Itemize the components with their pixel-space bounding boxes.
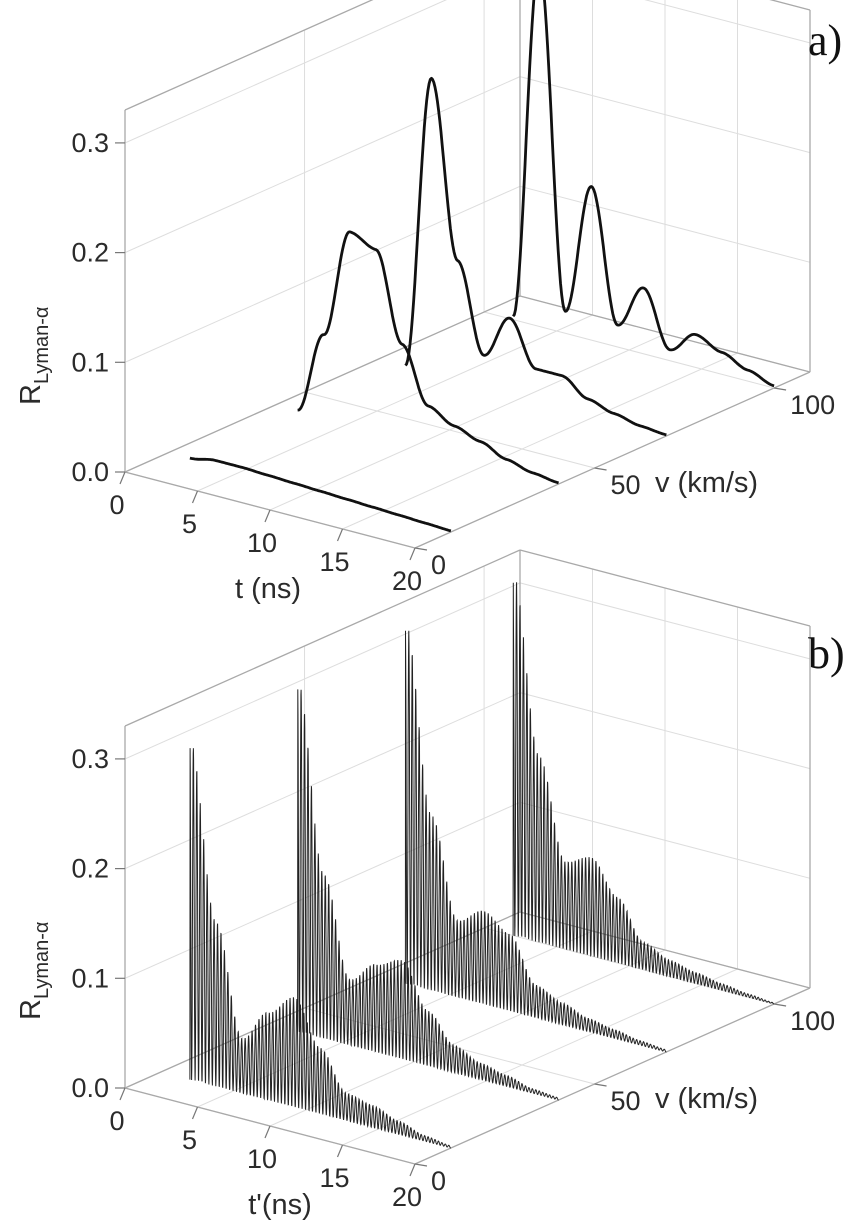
z-tick-label: 0.0 (71, 1073, 109, 1103)
y-tick-mark (594, 467, 607, 471)
floor-gridline-t (342, 968, 738, 1146)
series-oscillating-line (512, 582, 775, 1005)
back-wall-gridline-r (519, 185, 811, 263)
floor-gridline-t (197, 314, 593, 492)
y-tick-label: 50 (611, 470, 641, 500)
z-tick-label: 0.1 (71, 347, 109, 377)
x-tick-label: 10 (247, 528, 277, 558)
x-tick-mark (191, 490, 199, 504)
series-oscillating-line (297, 689, 559, 1101)
z-axis-label-main: R (15, 999, 47, 1020)
z-tick-label: 0.2 (71, 238, 109, 268)
series-line (512, 0, 775, 388)
side-wall-gridline-r (124, 692, 521, 870)
y-tick-label: 0 (431, 1166, 446, 1196)
side-wall-gridline-r (124, 76, 521, 254)
y-tick-mark (414, 1163, 428, 1167)
z-tick-label: 0.0 (71, 457, 109, 487)
x-tick-mark (409, 547, 416, 561)
z-tick-label: 0.2 (71, 854, 109, 884)
x-tick-label: 5 (182, 509, 197, 539)
x-tick-label: 20 (392, 1182, 422, 1212)
back-wall-gridline-r (519, 76, 811, 154)
series-oscillating-line (189, 748, 452, 1149)
floor-gridline-v (483, 927, 775, 1005)
y-tick-label: 100 (790, 1006, 835, 1036)
floor-gridline-t (342, 352, 738, 530)
z-axis-label-main: R (15, 384, 47, 405)
z-axis-label-subscript: Lyman-α (31, 307, 53, 385)
x-tick-label: 20 (392, 566, 422, 596)
series-oscillating-line (404, 630, 667, 1053)
back-wall-gridline-r (519, 801, 811, 879)
floor-gridline-v (304, 391, 595, 469)
x-tick-label: 0 (109, 490, 124, 520)
y-tick-label: 50 (611, 1086, 641, 1116)
x-tick-label: 15 (319, 547, 349, 577)
series-line (297, 230, 559, 485)
y-axis-label: v (km/s) (655, 467, 758, 499)
x-axis-label: t (ns) (235, 573, 301, 605)
x-tick-mark (191, 1106, 199, 1120)
bounding-box-edge (414, 371, 811, 549)
y-tick-label: 0 (431, 550, 446, 580)
z-axis-label: RLyman-α (15, 307, 53, 405)
panel-label: a) (808, 16, 842, 65)
y-tick-mark (594, 1083, 607, 1087)
panel-b-plot: 0 5 10 15 20 0 50 100 0.0 0.1 0.2 0.3 t'(ns) v (km/s)… (15, 549, 845, 1221)
y-tick-mark (414, 547, 428, 551)
bounding-box-edge (414, 987, 811, 1165)
x-tick-mark (336, 528, 344, 542)
panel-label: b) (808, 629, 845, 678)
z-tick-label: 0.3 (71, 744, 109, 774)
x-tick-label: 15 (319, 1163, 349, 1193)
z-axis-label-subscript: Lyman-α (31, 922, 53, 1000)
panel-a-plot: 0 5 10 15 20 0 50 100 0.0 0.1 0.2 0.3 t (ns) v (km/s)… (15, 0, 842, 605)
back-wall-gridline-r (519, 582, 811, 660)
floor-gridline-t (269, 333, 666, 511)
side-wall-gridline-r (124, 185, 521, 363)
x-tick-mark (119, 1087, 126, 1101)
x-tick-mark (264, 509, 271, 523)
side-wall-gridline-r (124, 582, 521, 760)
bounding-box-edge (519, 911, 811, 989)
series-line (404, 76, 667, 437)
y-tick-mark (773, 1003, 787, 1007)
x-tick-label: 10 (247, 1144, 277, 1174)
x-axis-label: t'(ns) (248, 1189, 312, 1221)
bounding-box-edge (124, 0, 374, 111)
side-wall-gridline-r (124, 0, 447, 144)
bounding-box-edge (124, 549, 521, 727)
x-tick-label: 0 (109, 1106, 124, 1136)
back-wall-gridline-r (519, 692, 811, 770)
bounding-box-edge (124, 295, 521, 473)
y-axis-label: v (km/s) (655, 1083, 758, 1115)
series-line (189, 456, 452, 533)
bounding-box-edge (519, 549, 811, 627)
back-wall-gridline-r (644, 0, 811, 44)
floor-gridline-v (483, 311, 775, 389)
x-tick-mark (409, 1163, 416, 1177)
x-tick-mark (119, 471, 126, 485)
z-tick-label: 0.1 (71, 963, 109, 993)
y-tick-label: 100 (790, 390, 835, 420)
z-tick-label: 0.3 (71, 128, 109, 158)
y-tick-mark (773, 387, 787, 391)
x-tick-label: 5 (182, 1125, 197, 1155)
x-tick-mark (264, 1125, 271, 1139)
x-tick-mark (336, 1144, 344, 1158)
z-axis-label: RLyman-α (15, 922, 53, 1020)
